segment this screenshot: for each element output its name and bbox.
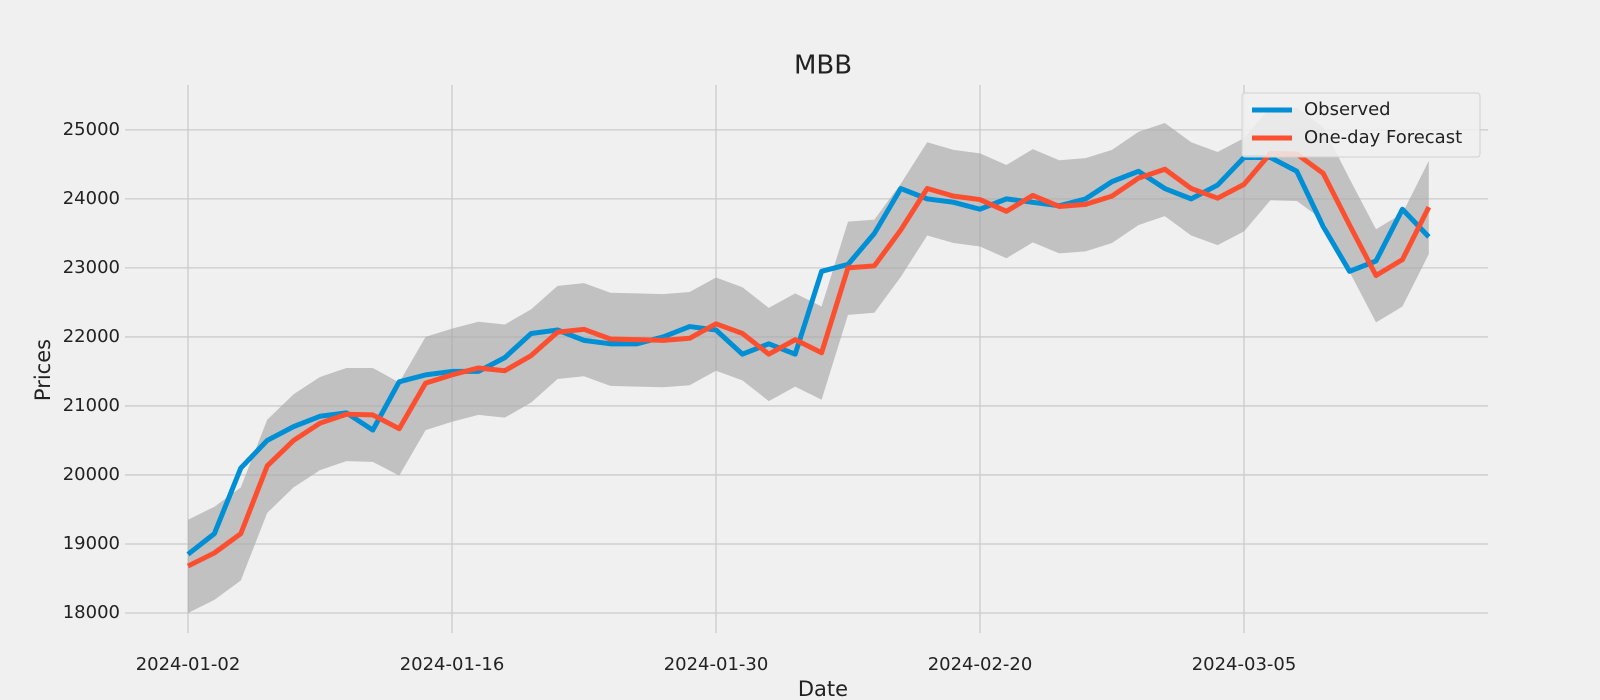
x-tick-label: 2024-01-02 <box>136 654 241 675</box>
y-axis-label: Prices <box>31 339 55 401</box>
confidence-band <box>188 107 1429 613</box>
y-tick-label: 19000 <box>63 533 120 554</box>
y-tick-label: 22000 <box>63 326 120 347</box>
legend-label: One-day Forecast <box>1304 127 1462 148</box>
x-tick-label: 2024-02-20 <box>928 654 1033 675</box>
legend-box <box>1241 92 1481 158</box>
y-tick-label: 18000 <box>63 602 120 623</box>
y-tick-label: 25000 <box>63 119 120 140</box>
chart-title: MBB <box>794 51 852 81</box>
x-tick-label: 2024-03-05 <box>1192 654 1297 675</box>
y-tick-label: 20000 <box>63 464 120 485</box>
legend-label: Observed <box>1304 99 1391 120</box>
x-axis-label: Date <box>798 677 848 700</box>
y-tick-label: 24000 <box>63 188 120 209</box>
x-tick-label: 2024-01-30 <box>664 654 769 675</box>
y-tick-label: 23000 <box>63 257 120 278</box>
series-line <box>186 154 1431 557</box>
series-line <box>186 150 1432 569</box>
y-tick-label: 21000 <box>63 395 120 416</box>
x-tick-label: 2024-01-16 <box>400 654 505 675</box>
